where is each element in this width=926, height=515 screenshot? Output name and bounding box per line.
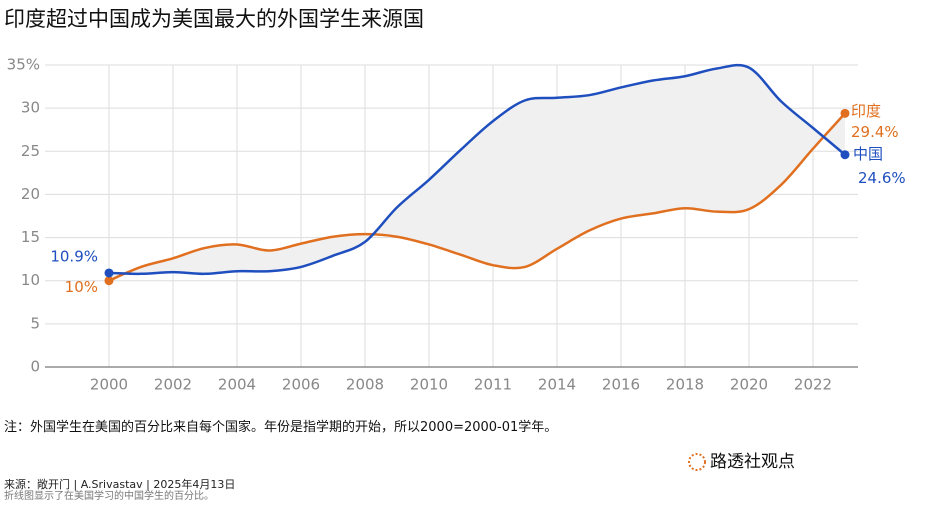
y-tick-label: 30 xyxy=(21,99,40,117)
series-name: 中国 xyxy=(853,145,883,163)
note: 注：外国学生在美国的百分比来自每个国家。年份是指学期的开始，所以2000=200… xyxy=(4,420,558,435)
end-point xyxy=(104,276,114,286)
x-tick-label: 2002 xyxy=(154,376,192,394)
end-point xyxy=(840,150,850,160)
x-tick-label: 2004 xyxy=(218,376,256,394)
y-tick-label: 0 xyxy=(30,358,40,376)
x-tick-label: 2014 xyxy=(538,376,576,394)
y-tick-label: 15 xyxy=(21,228,40,246)
chart-title: 印度超过中国成为美国最大的外国学生来源国 xyxy=(4,7,424,31)
source: 来源：敞开门 | A.Srivastav | 2025年4月13日 xyxy=(4,477,235,491)
x-tick-label: 2020 xyxy=(730,376,768,394)
y-tick-label: 35% xyxy=(7,56,40,74)
end-point xyxy=(104,268,114,278)
x-tick-label: 2016 xyxy=(602,376,640,394)
x-tick-label: 2010 xyxy=(410,376,448,394)
gap-area xyxy=(109,65,845,281)
value-label: 29.4% xyxy=(851,123,899,141)
value-label: 10% xyxy=(65,278,98,296)
caption: 折线图显示了在美国学习的中国学生的百分比。 xyxy=(4,489,214,502)
brand: 路透社观点 xyxy=(710,452,795,472)
y-tick-label: 10 xyxy=(21,271,40,289)
x-tick-label: 2011 xyxy=(474,376,512,394)
y-tick-label: 20 xyxy=(21,185,40,203)
value-label: 10.9% xyxy=(50,247,98,265)
value-label: 24.6% xyxy=(858,169,906,187)
x-tick-label: 2000 xyxy=(90,376,128,394)
series-line xyxy=(108,112,846,282)
series-line xyxy=(108,63,846,276)
series-name: 印度 xyxy=(851,102,881,120)
brand-logo xyxy=(688,453,706,471)
x-tick-label: 2008 xyxy=(346,376,384,394)
x-tick-label: 2006 xyxy=(282,376,320,394)
y-tick-label: 25 xyxy=(21,142,40,160)
y-tick-label: 5 xyxy=(30,314,40,332)
end-point xyxy=(840,108,850,118)
x-tick-label: 2018 xyxy=(666,376,704,394)
x-tick-label: 2022 xyxy=(794,376,832,394)
